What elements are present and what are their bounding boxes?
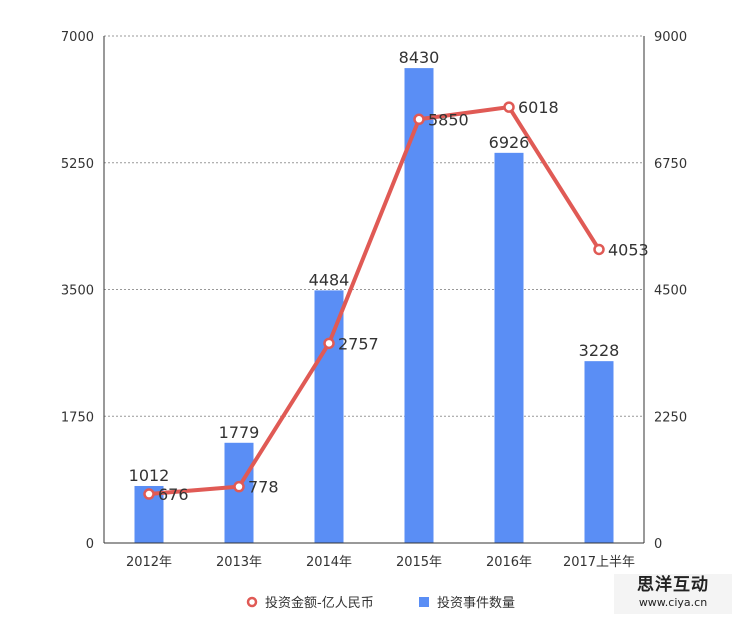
legend-bar-label: 投资事件数量 — [437, 595, 515, 611]
bar — [584, 361, 614, 543]
line-series — [143, 101, 605, 500]
line-value-label: 4053 — [608, 240, 649, 259]
line-point — [233, 480, 245, 493]
left-tick-label: 0 — [86, 537, 94, 552]
right-tick-label: 2250 — [654, 410, 687, 425]
axes: 0 1750 3500 5250 7000 0 2250 4500 6750 9000 2012年 2… — [61, 30, 687, 570]
x-tick-label: 2013年 — [216, 555, 262, 570]
bar-value-label: 4484 — [309, 270, 350, 289]
legend-bar-marker — [419, 597, 429, 607]
watermark-url: www.ciya.cn — [638, 596, 708, 609]
bar-value-label: 6926 — [489, 133, 530, 152]
x-tick-label: 2014年 — [306, 555, 352, 570]
legend-line-marker — [246, 596, 258, 608]
x-tick-label: 2012年 — [126, 555, 172, 570]
right-tick-label: 0 — [654, 537, 662, 552]
line-path — [148, 105, 601, 497]
bar-series — [134, 68, 614, 544]
line-point — [143, 488, 155, 500]
watermark-brand: 思洋互动 — [637, 575, 709, 595]
left-tick-label: 5250 — [61, 157, 94, 172]
legend: 投资金额-亿人民币 投资事件数量 — [246, 595, 515, 611]
line-value-label: 5850 — [428, 110, 469, 129]
right-tick-label: 6750 — [654, 157, 687, 172]
bar-value-label: 1779 — [219, 423, 260, 442]
data-labels: 1012 1779 4484 8430 6926 3228 676 778 2757 5850 60… — [129, 48, 649, 504]
line-point — [323, 337, 335, 350]
bar-value-label: 3228 — [579, 341, 620, 360]
left-tick-label: 1750 — [61, 410, 94, 425]
legend-line-label: 投资金额-亿人民币 — [265, 595, 374, 611]
bar-value-label: 1012 — [129, 466, 170, 485]
watermark-logo: 思洋互动 www.ciya.cn — [614, 574, 732, 614]
line-value-label: 2757 — [338, 334, 379, 353]
bar — [224, 442, 254, 543]
bar-value-label: 8430 — [399, 48, 440, 67]
right-tick-label: 9000 — [654, 30, 687, 45]
x-tick-label: 2017上半年 — [563, 555, 635, 570]
line-point — [503, 101, 515, 113]
left-tick-label: 3500 — [61, 284, 94, 299]
line-value-label: 6018 — [518, 98, 559, 117]
left-tick-label: 7000 — [61, 30, 94, 45]
right-tick-label: 4500 — [654, 284, 687, 299]
line-point — [593, 243, 605, 256]
x-tick-label: 2015年 — [396, 555, 442, 570]
line-value-label: 676 — [158, 485, 189, 504]
bar — [314, 290, 344, 543]
line-point — [413, 113, 425, 126]
line-value-label: 778 — [248, 478, 279, 497]
x-tick-label: 2016年 — [486, 555, 532, 570]
bar — [494, 152, 524, 543]
grid-lines — [104, 35, 644, 417]
